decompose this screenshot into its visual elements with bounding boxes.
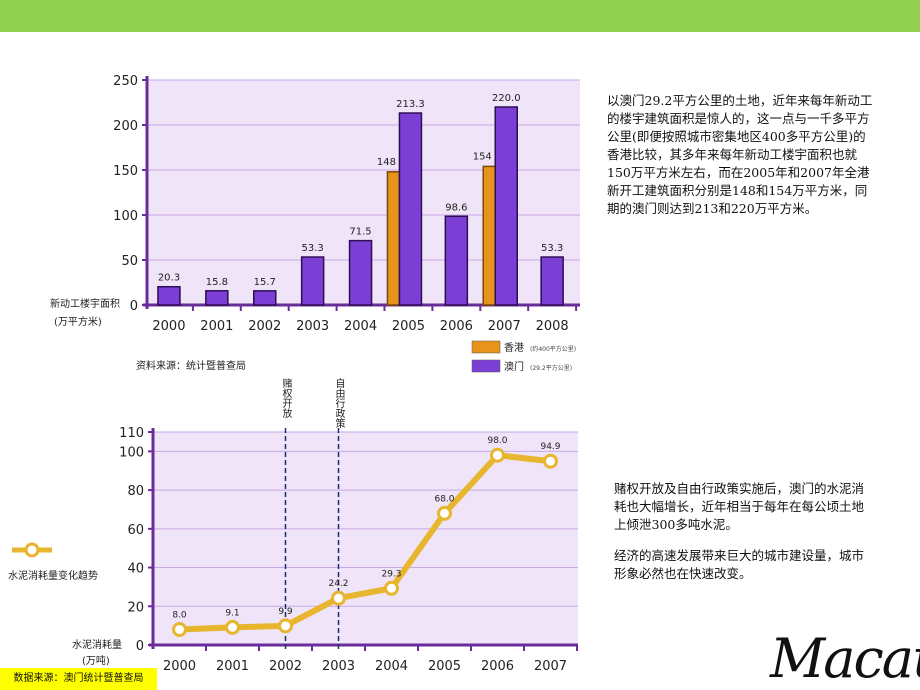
x-tick-label: 2003 xyxy=(322,659,355,674)
bar xyxy=(398,112,423,306)
paragraph: 经济的高速发展带来巨大的城市建设量，城市形象必然也在快速改变。 xyxy=(614,548,865,581)
data-source: 数据来源：澳门统计暨普查局 xyxy=(0,668,157,690)
bar xyxy=(205,290,229,306)
bar xyxy=(348,239,373,306)
data-label: 53.3 xyxy=(302,243,324,254)
data-label: 213.3 xyxy=(396,99,425,110)
x-tick-label: 2007 xyxy=(488,319,521,334)
point xyxy=(490,447,505,463)
legend-note: (约400平方公里) xyxy=(530,345,576,353)
y-tick-label: 0 xyxy=(136,639,144,654)
y-tick-label: 200 xyxy=(113,119,138,134)
y-tick-label: 60 xyxy=(127,523,144,538)
point xyxy=(384,580,399,596)
bar xyxy=(444,215,469,306)
x-tick-label: 2004 xyxy=(375,659,408,674)
y-tick-label: 50 xyxy=(121,254,138,269)
bar xyxy=(540,256,564,306)
bar xyxy=(300,256,325,306)
y-axis-label: 新动工楼宇面积 xyxy=(50,297,120,310)
y-tick-label: 80 xyxy=(127,484,144,499)
bar xyxy=(494,106,518,306)
data-label: 98.6 xyxy=(445,202,467,213)
legend-label: 澳门 xyxy=(504,360,524,373)
data-label: 53.3 xyxy=(541,243,563,254)
legend-swatch xyxy=(471,359,501,373)
x-tick-label: 2006 xyxy=(440,319,473,334)
bar xyxy=(253,290,277,306)
x-tick-label: 2000 xyxy=(163,659,196,674)
y-tick-label: 100 xyxy=(119,445,144,460)
data-label: 24.2 xyxy=(328,579,348,589)
x-tick-label: 2004 xyxy=(344,319,377,334)
legend-swatch xyxy=(471,340,501,354)
point xyxy=(543,453,558,469)
bar xyxy=(386,171,401,306)
point xyxy=(437,505,452,521)
data-label: 29.3 xyxy=(381,569,401,579)
y-tick-label: 250 xyxy=(113,74,138,89)
y-tick-label: 40 xyxy=(127,562,144,577)
point xyxy=(172,622,187,638)
data-label: 15.7 xyxy=(254,277,276,288)
y-axis-unit: (万平方米) xyxy=(54,315,102,328)
annotation-label: 自由行政策 xyxy=(333,377,345,429)
data-label: 148 xyxy=(377,157,396,168)
legend-label: 香港 xyxy=(504,342,524,354)
data-label: 8.0 xyxy=(172,611,187,621)
x-tick-label: 2002 xyxy=(269,659,302,674)
line xyxy=(179,452,551,633)
point xyxy=(278,618,293,634)
legend-marker xyxy=(24,542,40,558)
data-label: 9.9 xyxy=(278,607,293,617)
legend-label: 水泥消耗量变化趋势 xyxy=(8,569,98,582)
y-tick-label: 110 xyxy=(119,426,144,441)
y-tick-label: 20 xyxy=(127,600,144,615)
bar xyxy=(482,165,496,306)
x-tick-label: 2005 xyxy=(428,659,461,674)
data-label: 15.8 xyxy=(206,277,228,288)
data-label: 154 xyxy=(473,151,492,162)
x-tick-label: 2008 xyxy=(536,319,569,334)
data-label: 98.0 xyxy=(487,436,507,446)
point xyxy=(331,590,346,606)
x-tick-label: 2005 xyxy=(392,319,425,334)
plot-background xyxy=(153,432,578,645)
data-label: 20.3 xyxy=(158,273,180,284)
y-tick-label: 150 xyxy=(113,164,138,179)
x-tick-label: 2001 xyxy=(216,659,249,674)
x-tick-label: 2001 xyxy=(200,319,233,334)
x-tick-label: 2002 xyxy=(248,319,281,334)
y-tick-label: 100 xyxy=(113,209,138,224)
y-tick-label: 0 xyxy=(130,299,138,314)
y-axis-unit: (万吨) xyxy=(82,654,110,667)
x-tick-label: 2003 xyxy=(296,319,329,334)
x-tick-label: 2006 xyxy=(481,659,514,674)
paragraph: 以澳门29.2平方公里的土地，近年来每年新动工的楼宇建筑面积是惊人的，这一点与一… xyxy=(607,93,873,216)
data-label: 9.1 xyxy=(225,608,239,618)
data-label: 94.9 xyxy=(540,442,560,452)
data-label: 71.5 xyxy=(349,227,371,238)
x-tick-label: 2007 xyxy=(534,659,567,674)
legend-note: (29.2平方公里) xyxy=(530,364,572,372)
data-label: 68.0 xyxy=(434,494,454,504)
x-tick-label: 2000 xyxy=(152,319,185,334)
y-axis-label: 水泥消耗量 xyxy=(72,638,122,651)
annotation-label: 赌权开放 xyxy=(280,377,292,419)
top-bar xyxy=(0,0,920,32)
chart-source: 资料来源：统计暨普查局 xyxy=(136,359,246,372)
bar xyxy=(157,285,181,306)
point xyxy=(225,619,240,635)
paragraph: 赌权开放及自由行政策实施后，澳门的水泥消耗也大幅增长，近年相当于每年在每公顷土地… xyxy=(614,481,865,532)
data-label: 220.0 xyxy=(492,93,521,104)
logo: Macau xyxy=(770,627,920,690)
